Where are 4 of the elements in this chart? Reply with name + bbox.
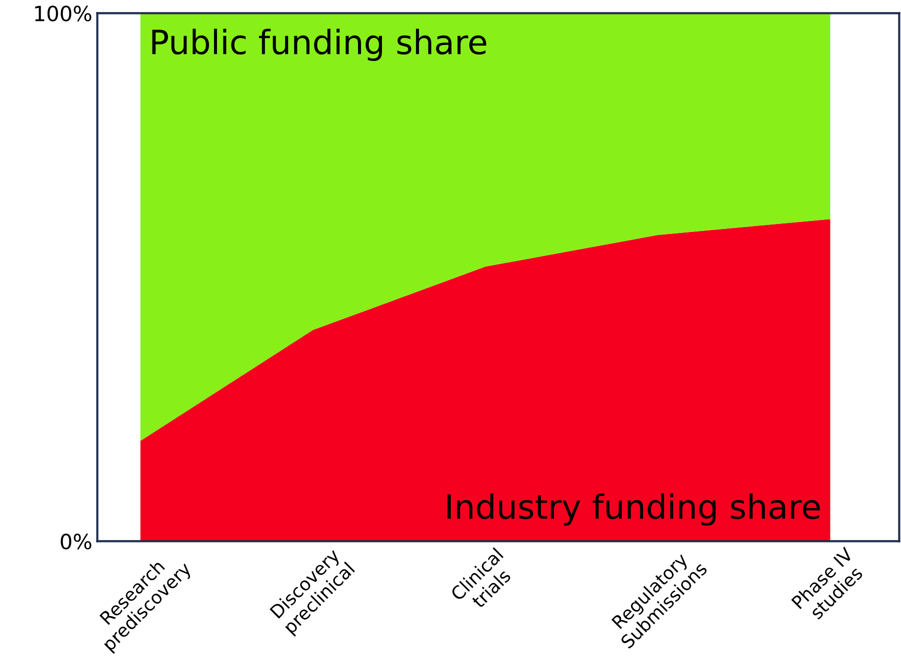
series-label: Industry funding share [447,493,820,526]
y-tick-label: 0% [60,534,92,550]
y-tick-label: 100% [35,6,92,22]
series-label: Public funding share [152,28,486,62]
